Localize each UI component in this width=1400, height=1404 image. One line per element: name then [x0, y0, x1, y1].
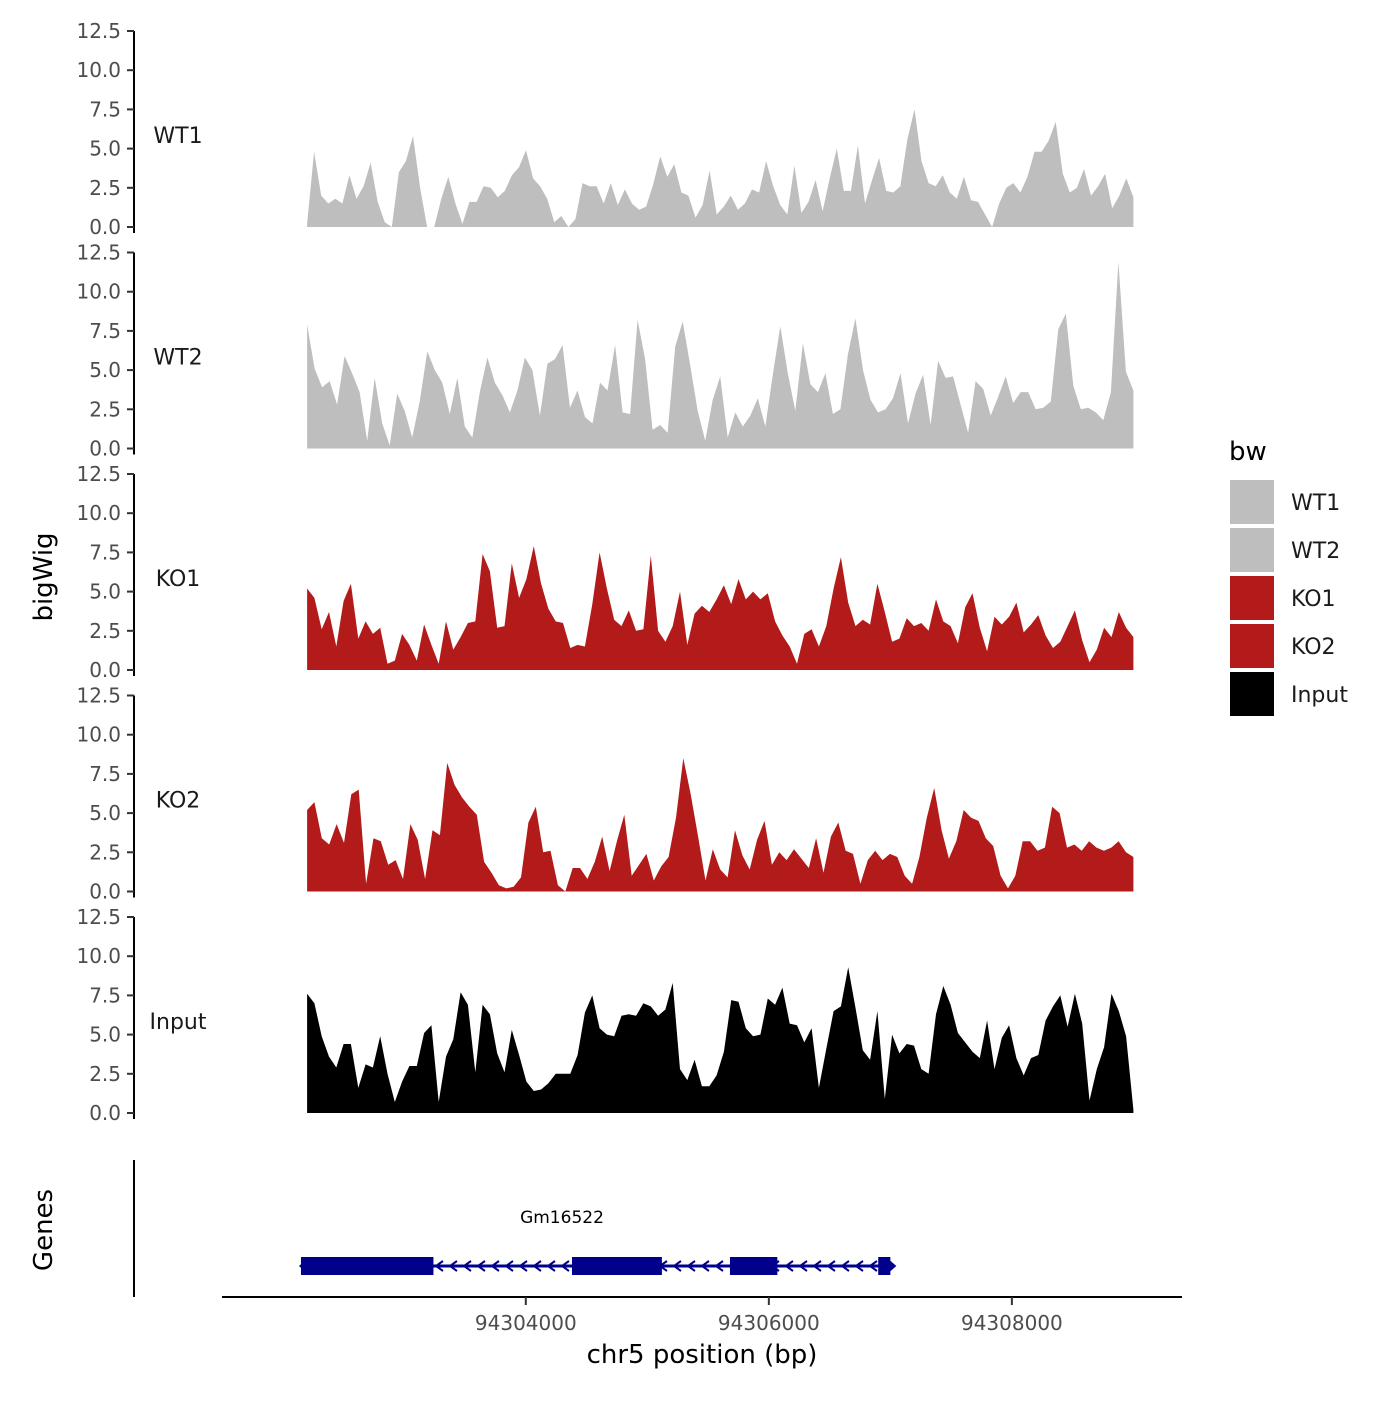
- x-tick-label: 94306000: [718, 1311, 820, 1335]
- y-tick-label: 7.5: [89, 983, 121, 1007]
- x-axis-label: chr5 position (bp): [587, 1340, 818, 1370]
- gene-name-label: Gm16522: [520, 1208, 604, 1228]
- track-input: 0.0 2.5 5.0 7.5 10.0 12.5 Input: [76, 905, 1134, 1125]
- legend-swatch-wt1: [1230, 480, 1274, 524]
- strand-arrow: [672, 1260, 682, 1272]
- gene-end-arrow: [888, 1259, 897, 1273]
- y-tick-label: 10.0: [76, 723, 121, 747]
- gene-exon: [878, 1257, 891, 1275]
- signal-tracks: 0.0 2.5 5.0 7.5 10.0 12.5 WT1 0.0 2.5 5.0 7.5 10.0 1…: [76, 19, 1134, 1125]
- strand-arrow: [854, 1260, 864, 1272]
- y-tick-label: 0.0: [89, 880, 121, 904]
- y-tick-label: 10.0: [76, 58, 121, 82]
- y-tick-label: 0.0: [89, 1101, 121, 1125]
- legend-swatch-ko2: [1230, 624, 1274, 668]
- gene-exon: [729, 1257, 778, 1275]
- signal-area-wt1: [307, 109, 1134, 227]
- legend-swatch-ko1: [1230, 576, 1274, 620]
- y-tick-label: 12.5: [76, 684, 121, 708]
- strand-arrow: [518, 1260, 528, 1272]
- strand-arrow: [686, 1260, 696, 1272]
- strand-arrow: [546, 1260, 556, 1272]
- strand-arrow: [700, 1260, 710, 1272]
- y-tick-label: 5.0: [89, 358, 121, 382]
- gene-start-arrow: [298, 1259, 307, 1273]
- legend-label-wt2: WT2: [1291, 539, 1340, 564]
- track-label-ko1: KO1: [156, 567, 201, 592]
- y-tick-label: 10.0: [76, 280, 121, 304]
- track-wt1: 0.0 2.5 5.0 7.5 10.0 12.5 WT1: [76, 19, 1134, 239]
- track-label-ko2: KO2: [156, 789, 201, 814]
- legend: bw WT1 WT2 KO1 KO2 Input: [1229, 437, 1348, 716]
- x-tick-label: 94304000: [475, 1311, 577, 1335]
- strand-arrow: [840, 1260, 850, 1272]
- y-tick-label: 10.0: [76, 944, 121, 968]
- gene-exon: [300, 1257, 434, 1275]
- legend-label-ko2: KO2: [1291, 635, 1336, 660]
- y-tick-label: 7.5: [89, 762, 121, 786]
- y-tick-label: 7.5: [89, 97, 121, 121]
- y-tick-label: 7.5: [89, 540, 121, 564]
- x-tick-label: 94308000: [961, 1311, 1063, 1335]
- strand-arrow: [798, 1260, 808, 1272]
- y-tick-label: 0.0: [89, 215, 121, 239]
- y-tick-label: 5.0: [89, 137, 121, 161]
- strand-arrow: [504, 1260, 514, 1272]
- legend-label-wt1: WT1: [1291, 491, 1340, 516]
- track-label-input: Input: [150, 1010, 207, 1035]
- strand-arrow: [532, 1260, 542, 1272]
- y-tick-label: 2.5: [89, 619, 121, 643]
- y-tick-label: 12.5: [76, 462, 121, 486]
- track-label-wt2: WT2: [153, 346, 202, 371]
- y-tick-label: 10.0: [76, 501, 121, 525]
- signal-area-wt2: [307, 261, 1134, 449]
- y-tick-label: 12.5: [76, 19, 121, 43]
- y-tick-label: 2.5: [89, 397, 121, 421]
- y-tick-label: 0.0: [89, 437, 121, 461]
- strand-arrow: [560, 1260, 570, 1272]
- track-wt2: 0.0 2.5 5.0 7.5 10.0 12.5 WT2: [76, 241, 1134, 461]
- y-tick-label: 12.5: [76, 241, 121, 265]
- y-tick-label: 2.5: [89, 176, 121, 200]
- strand-arrow: [476, 1260, 486, 1272]
- track-label-wt1: WT1: [153, 124, 202, 149]
- signal-area-ko1: [307, 546, 1134, 670]
- y-tick-label: 7.5: [89, 319, 121, 343]
- gene-track: Gm16522: [133, 1160, 897, 1297]
- legend-swatch-wt2: [1230, 528, 1274, 572]
- strand-arrow: [490, 1260, 500, 1272]
- signal-area-ko2: [307, 758, 1134, 892]
- strand-arrow: [714, 1260, 724, 1272]
- track-ko2: 0.0 2.5 5.0 7.5 10.0 12.5 KO2: [76, 684, 1134, 904]
- strand-arrow: [448, 1260, 458, 1272]
- y-tick-label: 0.0: [89, 658, 121, 682]
- strand-arrow: [826, 1260, 836, 1272]
- y-axis-label: bigWig: [29, 532, 59, 621]
- legend-swatch-input: [1230, 672, 1274, 716]
- signal-area-input: [307, 967, 1134, 1113]
- genes-track-label: Genes: [29, 1189, 59, 1271]
- y-tick-label: 5.0: [89, 801, 121, 825]
- y-tick-label: 12.5: [76, 905, 121, 929]
- strand-arrow: [434, 1260, 444, 1272]
- x-axis: 94304000 94306000 94308000: [222, 1296, 1182, 1335]
- strand-arrow: [812, 1260, 822, 1272]
- strand-arrow: [868, 1260, 878, 1272]
- gene-exon: [571, 1257, 662, 1275]
- legend-title: bw: [1229, 437, 1267, 467]
- legend-label-input: Input: [1291, 683, 1348, 708]
- strand-arrow: [784, 1260, 794, 1272]
- y-tick-label: 2.5: [89, 1062, 121, 1086]
- strand-arrow: [462, 1260, 472, 1272]
- y-tick-label: 5.0: [89, 580, 121, 604]
- track-ko1: 0.0 2.5 5.0 7.5 10.0 12.5 KO1: [76, 462, 1134, 682]
- y-tick-label: 5.0: [89, 1023, 121, 1047]
- legend-label-ko1: KO1: [1291, 587, 1336, 612]
- y-tick-label: 2.5: [89, 840, 121, 864]
